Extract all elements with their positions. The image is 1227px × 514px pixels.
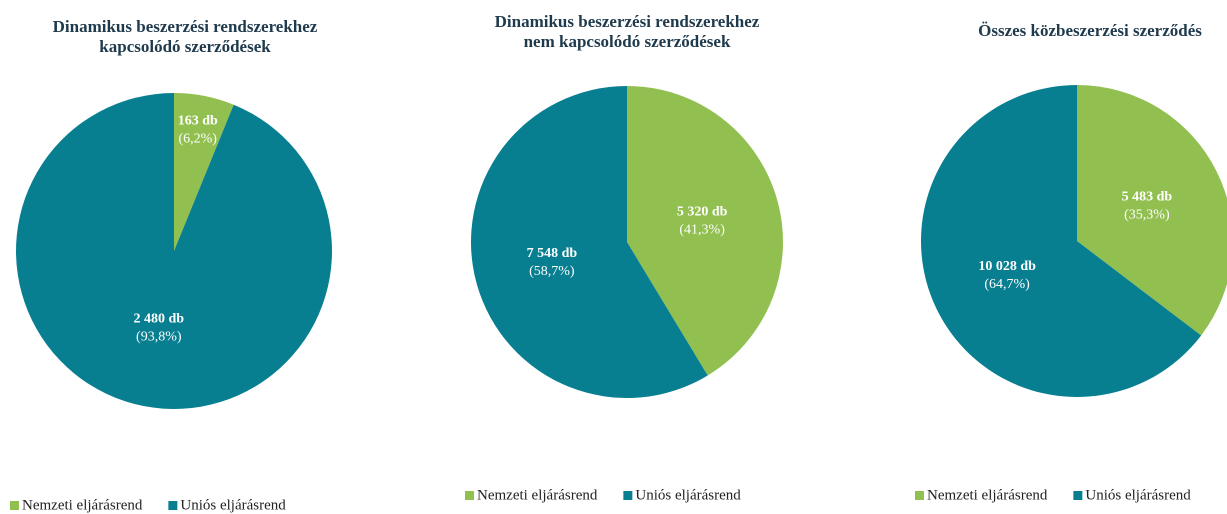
chart-title: Összes közbeszerzési szerződés [978, 21, 1202, 40]
legend-swatch [10, 501, 19, 510]
legend-label: Nemzeti eljárásrend [927, 487, 1048, 503]
legend-swatch [1073, 491, 1083, 500]
legend-label: Nemzeti eljárásrend [22, 497, 143, 513]
pie-slice [920, 85, 1202, 397]
data-label-percent: (41,3%) [679, 222, 725, 237]
legend-label: Nemzeti eljárásrend [477, 487, 598, 503]
legend-swatch [168, 501, 178, 510]
chart-title: Dinamikus beszerzési rendszerekhez nem ka… [495, 12, 760, 51]
data-label-percent: (64,7%) [984, 277, 1030, 292]
legend-swatch [623, 491, 633, 500]
pie-chart: Dinamikus beszerzési rendszerekhez nem ka… [465, 12, 784, 503]
data-label: 2 480 db [134, 312, 185, 327]
legend-swatch [465, 491, 474, 500]
data-label: 7 548 db [527, 246, 578, 261]
pie-slice [16, 93, 333, 409]
pie-slice [174, 93, 234, 251]
pie-slice [627, 86, 784, 376]
data-label: 10 028 db [978, 259, 1036, 274]
data-label: 163 db [178, 113, 218, 128]
pie-chart: Összes közbeszerzési szerződés 5 483 db (3… [915, 21, 1227, 503]
data-label: 5 483 db [1122, 190, 1173, 205]
pie-chart: Dinamikus beszerzési rendszerekhez kapcso… [10, 17, 333, 513]
data-label-percent: (93,8%) [136, 330, 182, 345]
legend-label: Uniós eljárásrend [635, 487, 741, 503]
chart-title: Dinamikus beszerzési rendszerekhez kapcso… [53, 17, 318, 56]
data-label-percent: (58,7%) [529, 264, 575, 279]
legend-swatch [915, 491, 924, 500]
data-label: 5 320 db [677, 204, 728, 219]
legend-label: Uniós eljárásrend [180, 497, 286, 513]
data-label-percent: (6,2%) [178, 131, 217, 146]
legend-label: Uniós eljárásrend [1085, 487, 1191, 503]
data-label-percent: (35,3%) [1124, 208, 1170, 223]
pie-slice [471, 86, 708, 398]
pie-slice [1077, 85, 1227, 336]
